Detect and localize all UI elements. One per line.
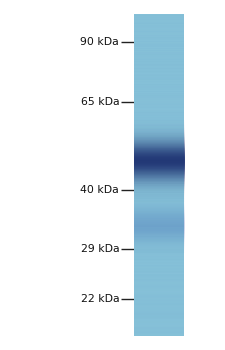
Bar: [134, 199, 184, 200]
Bar: [134, 173, 184, 174]
Bar: [134, 167, 184, 168]
Bar: [134, 202, 184, 203]
Bar: [134, 200, 184, 201]
Bar: [134, 208, 184, 209]
Bar: [134, 193, 184, 194]
Bar: [134, 206, 184, 207]
Bar: [134, 233, 184, 234]
Text: 90 kDa: 90 kDa: [81, 37, 119, 47]
Bar: [134, 247, 184, 248]
Bar: [134, 252, 184, 253]
Bar: [134, 194, 184, 195]
Bar: [134, 229, 184, 230]
Bar: [134, 196, 184, 197]
Bar: [134, 207, 184, 208]
Bar: [134, 186, 184, 187]
Bar: [134, 218, 184, 219]
Bar: [134, 210, 184, 211]
Bar: [134, 228, 184, 229]
Text: 29 kDa: 29 kDa: [81, 244, 119, 254]
Bar: [134, 237, 184, 238]
Text: 22 kDa: 22 kDa: [81, 294, 119, 304]
Bar: [134, 232, 184, 233]
Bar: [134, 204, 184, 205]
Bar: [134, 221, 184, 222]
Bar: [134, 175, 184, 176]
Bar: [134, 200, 184, 201]
Bar: [134, 199, 184, 200]
Bar: [134, 178, 184, 179]
Bar: [134, 246, 184, 247]
Bar: [134, 183, 184, 184]
Bar: [134, 190, 184, 191]
Bar: [134, 211, 184, 212]
Bar: [134, 224, 184, 225]
Bar: [134, 169, 184, 170]
Bar: [134, 209, 184, 210]
Bar: [134, 235, 184, 236]
Bar: [134, 168, 184, 169]
Bar: [134, 242, 184, 243]
Bar: [134, 249, 184, 250]
Bar: [134, 243, 184, 244]
Bar: [134, 231, 184, 232]
Bar: [134, 188, 184, 189]
Bar: [134, 219, 184, 220]
Bar: [134, 171, 184, 172]
Text: 40 kDa: 40 kDa: [81, 185, 119, 195]
Bar: [134, 205, 184, 206]
Bar: [134, 174, 184, 175]
Bar: [134, 215, 184, 216]
Bar: [134, 239, 184, 240]
Bar: [134, 191, 184, 192]
Bar: [134, 222, 184, 223]
Bar: [134, 172, 184, 173]
Bar: [134, 240, 184, 241]
Bar: [134, 177, 184, 178]
Bar: [134, 179, 184, 180]
Bar: [134, 212, 184, 213]
Bar: [134, 181, 184, 182]
Bar: [134, 182, 184, 183]
Bar: [134, 203, 184, 204]
Bar: [134, 251, 184, 252]
Bar: [134, 198, 184, 199]
Bar: [134, 176, 184, 177]
Bar: [134, 198, 184, 199]
Bar: [134, 248, 184, 249]
Bar: [134, 245, 184, 246]
Bar: [134, 227, 184, 228]
Bar: [134, 223, 184, 224]
Bar: [134, 185, 184, 186]
Bar: [134, 250, 184, 251]
Bar: [134, 213, 184, 214]
Bar: [134, 241, 184, 242]
Bar: [134, 216, 184, 217]
Bar: [134, 189, 184, 190]
Bar: [134, 238, 184, 239]
Bar: [134, 180, 184, 181]
Bar: [134, 244, 184, 245]
Bar: [134, 197, 184, 198]
Bar: [134, 184, 184, 185]
Bar: [134, 236, 184, 237]
Bar: [134, 195, 184, 196]
Bar: [134, 187, 184, 188]
Bar: [134, 226, 184, 227]
Bar: [134, 170, 184, 171]
Bar: [134, 201, 184, 202]
Bar: [134, 201, 184, 202]
Bar: [134, 230, 184, 231]
Bar: [134, 234, 184, 235]
Bar: [134, 217, 184, 218]
Bar: [134, 225, 184, 226]
Bar: [134, 220, 184, 221]
Text: 65 kDa: 65 kDa: [81, 97, 119, 106]
Bar: [134, 214, 184, 215]
